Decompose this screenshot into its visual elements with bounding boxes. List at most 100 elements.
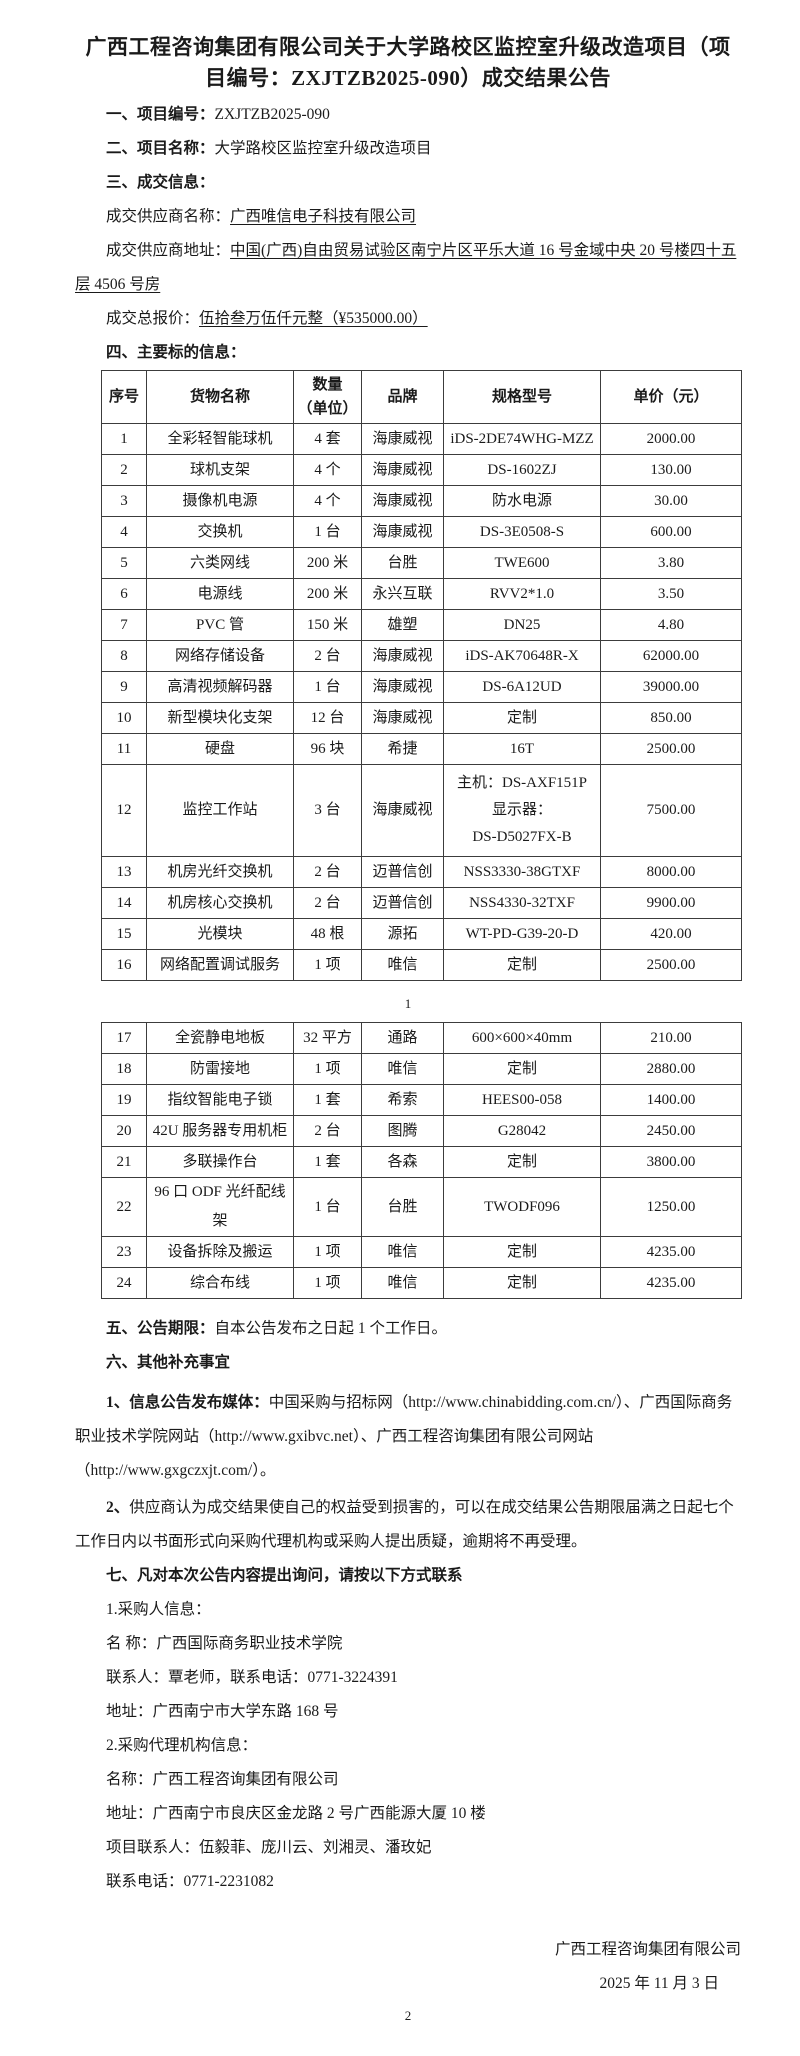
table-cell: 39000.00: [600, 671, 742, 703]
table-row: 23 设备拆除及搬运 1 项唯信 定制 4235.00: [101, 1236, 742, 1268]
table-cell: 6: [101, 578, 147, 610]
table-cell: TWODF096: [443, 1177, 601, 1237]
table-row: 16 网络配置调试服务 1 项唯信 定制 2500.00: [101, 949, 742, 981]
table-cell: DS-1602ZJ: [443, 454, 601, 486]
table-cell: 海康威视: [361, 702, 444, 734]
objection-line: 2、供应商认为成交结果使自己的权益受到损害的，可以在成交结果公告期限届满之日起七…: [75, 1491, 741, 1559]
table-cell: 13: [101, 856, 147, 888]
table-row: 18 防雷接地 1 项唯信 定制 2880.00: [101, 1053, 742, 1085]
page-title: 广西工程咨询集团有限公司关于大学路校区监控室升级改造项目（项目编号：ZXJTZB…: [85, 35, 731, 90]
table-row: 3 摄像机电源 4 个海康威视 防水电源 30.00: [101, 485, 742, 517]
table-row: 14 机房核心交换机 2 台迈普信创 NSS4330-32TXF 9900.00: [101, 887, 742, 919]
table-cell: 62000.00: [600, 640, 742, 672]
table-cell: 23: [101, 1236, 147, 1268]
table-cell: 5: [101, 547, 147, 579]
items-table-page1: 序号 货物名称 数量 （单位） 品牌 规格型号 单价（元） 1 全彩轻智能球机 4 套海康威视…: [101, 370, 742, 981]
media-label: 1、信息公告发布媒体：: [106, 1394, 269, 1411]
purchaser-name: 名 称：广西国际商务职业技术学院: [106, 1635, 343, 1652]
table-cell: 定制: [443, 1267, 601, 1299]
signature-date: 2025 年 11 月 3 日: [599, 1975, 719, 1992]
table-cell: 14: [101, 887, 147, 919]
table-cell: 1 套: [293, 1084, 362, 1116]
section-project-name: 二、项目名称：大学路校区监控室升级改造项目: [75, 132, 741, 166]
table-cell: 9900.00: [600, 887, 742, 919]
table-row: 20 42U 服务器专用机柜 2 台图腾 G28042 2450.00: [101, 1115, 742, 1147]
project-no-value: ZXJTZB2025-090: [214, 106, 330, 123]
table-cell: 10: [101, 702, 147, 734]
table-cell: 600×600×40mm: [443, 1022, 601, 1054]
table-cell: 2 台: [293, 856, 362, 888]
table-cell: 雄塑: [361, 609, 444, 641]
table-row: 2 球机支架 4 个海康威视 DS-1602ZJ 130.00: [101, 454, 742, 486]
table-cell: DN25: [443, 609, 601, 641]
table-cell: 18: [101, 1053, 147, 1085]
table-cell: 11: [101, 733, 147, 765]
table-cell: HEES00-058: [443, 1084, 601, 1116]
table-cell: 1 台: [293, 671, 362, 703]
table-cell: 22: [101, 1177, 147, 1237]
items-table-page2: 17 全瓷静电地板 32 平方 通路 600×600×40mm 210.00 18 防雷接地 1…: [101, 1022, 742, 1299]
table-cell: PVC 管: [146, 609, 294, 641]
table-cell: 150 米: [293, 609, 362, 641]
table-cell: 海康威视: [361, 485, 444, 517]
page-number-2: 2: [404, 2008, 412, 2023]
table-cell: 唯信: [361, 949, 444, 981]
table-cell: 各森: [361, 1146, 444, 1178]
table-cell: 7500.00: [600, 764, 742, 857]
project-no-label: 一、项目编号：: [106, 106, 215, 123]
table-cell: 机房光纤交换机: [146, 856, 294, 888]
table-cell: iDS-2DE74WHG-MZZ: [443, 423, 601, 455]
table-row: 5 六类网线 200 米台胜 TWE600 3.80: [101, 547, 742, 579]
table-cell: 海康威视: [361, 671, 444, 703]
table-cell: 2: [101, 454, 147, 486]
table-cell: 通路: [361, 1022, 444, 1054]
table-row: 19 指纹智能电子锁 1 套希索 HEES00-058 1400.00: [101, 1084, 742, 1116]
table-cell: 24: [101, 1267, 147, 1299]
col-header: 序号: [101, 370, 147, 424]
table-row: 9 高清视频解码器 1 台海康威视 DS-6A12UD 39000.00: [101, 671, 742, 703]
table-cell: 3: [101, 485, 147, 517]
table-cell: 唯信: [361, 1267, 444, 1299]
table-cell: NSS4330-32TXF: [443, 887, 601, 919]
table-cell: 光模块: [146, 918, 294, 950]
table-cell: 全彩轻智能球机: [146, 423, 294, 455]
table-row: 8 网络存储设备 2 台海康威视 iDS-AK70648R-X 62000.00: [101, 640, 742, 672]
table-cell: 综合布线: [146, 1267, 294, 1299]
table-cell: 12 台: [293, 702, 362, 734]
table-cell: DS-6A12UD: [443, 671, 601, 703]
agency-name: 名称：广西工程咨询集团有限公司: [106, 1771, 339, 1788]
page-number-1: 1: [404, 996, 412, 1011]
objection-label: 2、: [106, 1499, 130, 1516]
table-cell: 96 口 ODF 光纤配线架: [146, 1177, 294, 1237]
table-cell: 海康威视: [361, 454, 444, 486]
table-cell: 12: [101, 764, 147, 857]
table-cell: 42U 服务器专用机柜: [146, 1115, 294, 1147]
table-header-row: 序号 货物名称 数量 （单位） 品牌 规格型号 单价（元）: [101, 370, 742, 424]
agency-heading: 2.采购代理机构信息：: [106, 1737, 258, 1754]
table-cell: 1 项: [293, 1053, 362, 1085]
notice-period-value: 自本公告发布之日起 1 个工作日。: [214, 1320, 448, 1337]
table-cell: 全瓷静电地板: [146, 1022, 294, 1054]
table-cell: 2 台: [293, 887, 362, 919]
table-cell: 21: [101, 1146, 147, 1178]
table-cell: 防雷接地: [146, 1053, 294, 1085]
notice-period-label: 五、公告期限：: [106, 1320, 215, 1337]
table-cell: 1 套: [293, 1146, 362, 1178]
table-cell: 海康威视: [361, 640, 444, 672]
table-cell: 1 台: [293, 1177, 362, 1237]
table-cell: 4235.00: [600, 1267, 742, 1299]
table-cell: 32 平方: [293, 1022, 362, 1054]
media-value: 中国采购与招标网（http://www.chinabidding.com.cn/…: [75, 1394, 733, 1479]
table-cell: 1250.00: [600, 1177, 742, 1237]
table-cell: 4.80: [600, 609, 742, 641]
table-cell: 600.00: [600, 516, 742, 548]
table-cell: 海康威视: [361, 423, 444, 455]
table-cell: 3.80: [600, 547, 742, 579]
table-cell: 台胜: [361, 1177, 444, 1237]
table-cell: 希捷: [361, 733, 444, 765]
table-cell: 200 米: [293, 578, 362, 610]
agency-addr: 地址：广西南宁市良庆区金龙路 2 号广西能源大厦 10 楼: [106, 1805, 486, 1822]
table-cell: 15: [101, 918, 147, 950]
table-cell: 新型模块化支架: [146, 702, 294, 734]
